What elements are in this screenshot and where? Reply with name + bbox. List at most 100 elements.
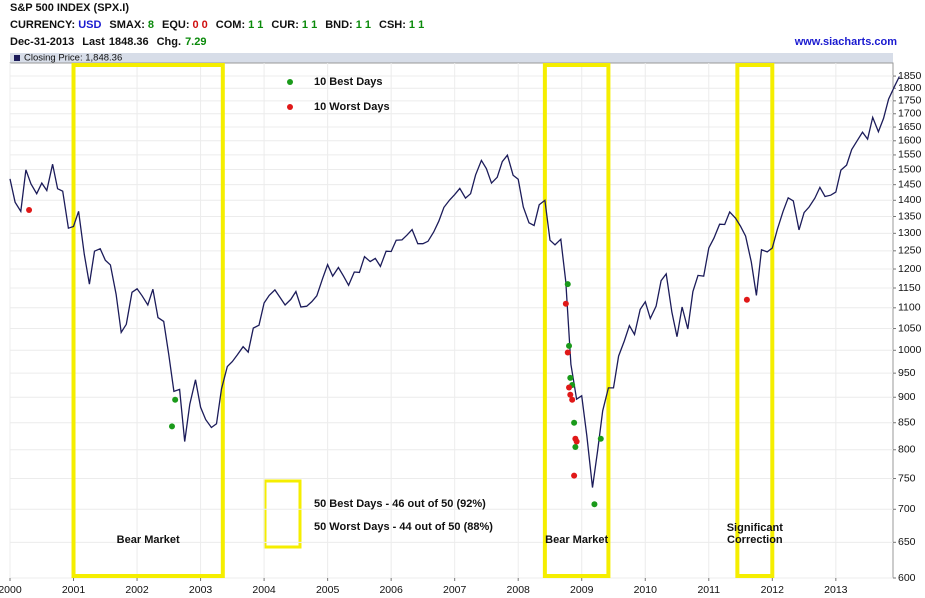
chg: 7.29: [185, 36, 206, 48]
chg-label: Chg.: [157, 36, 181, 48]
note: 50 Worst Days - 44 out of 50 (88%): [314, 521, 493, 533]
y-tick-label: 1250: [898, 245, 922, 257]
info-label: CUR:: [271, 19, 299, 31]
day-marker: [571, 472, 578, 479]
date: Dec-31-2013: [10, 36, 74, 48]
y-tick-label: 1150: [898, 282, 921, 294]
x-tick-label: 2003: [189, 584, 213, 596]
info-label: COM:: [216, 19, 245, 31]
y-tick-label: 1350: [898, 210, 922, 222]
y-tick-label: 900: [898, 391, 916, 403]
period-label: Bear Market: [545, 534, 608, 546]
y-tick-label: 1050: [898, 322, 922, 334]
x-tick-label: 2002: [125, 584, 149, 596]
y-tick-label: 1000: [898, 344, 922, 356]
day-marker: [591, 501, 598, 508]
x-tick-label: 2004: [252, 584, 276, 596]
info-value: 1 1: [356, 19, 371, 31]
x-tick-label: 2010: [634, 584, 658, 596]
y-tick-label: 1400: [898, 194, 922, 206]
x-tick-label: 2009: [570, 584, 594, 596]
period-box: [735, 63, 775, 578]
y-tick-label: 1600: [898, 135, 922, 147]
source: www.siacharts.com: [794, 36, 898, 48]
day-marker: [168, 423, 175, 430]
x-tick-label: 2011: [697, 584, 720, 596]
period-box: [542, 63, 611, 578]
day-marker: [566, 342, 573, 349]
legend-label: Closing Price: 1,848.36: [24, 53, 122, 64]
y-tick-label: 1850: [898, 70, 922, 82]
x-tick-label: 2001: [62, 584, 86, 596]
x-tick-label: 2006: [379, 584, 403, 596]
y-tick-label: 850: [898, 417, 916, 429]
info-label: CURRENCY:: [10, 19, 75, 31]
day-marker: [571, 419, 578, 426]
y-tick-label: 1800: [898, 82, 922, 94]
x-tick-label: 2005: [316, 584, 340, 596]
legend-swatch: [14, 55, 20, 61]
legend-bar: [10, 53, 893, 63]
info-label: BND:: [325, 19, 353, 31]
price-line: [9, 76, 900, 488]
y-tick-label: 600: [898, 572, 916, 584]
y-tick-label: 650: [898, 536, 916, 548]
day-marker: [567, 391, 574, 398]
x-tick-label: 2000: [0, 584, 22, 596]
day-marker: [564, 349, 571, 356]
y-tick-label: 950: [898, 367, 916, 379]
info-value: 0 0: [193, 19, 208, 31]
day-marker: [597, 435, 604, 442]
legend-label: 10 Worst Days: [314, 101, 390, 113]
y-tick-label: 700: [898, 503, 916, 515]
y-tick-label: 1500: [898, 163, 922, 175]
y-tick-label: 1650: [898, 121, 922, 133]
period-label: Significant: [727, 522, 784, 534]
period-label: Bear Market: [117, 534, 180, 546]
day-marker: [566, 384, 573, 391]
info-value: 1 1: [302, 19, 317, 31]
day-marker: [562, 300, 569, 307]
info-value: 1 1: [248, 19, 263, 31]
day-marker: [572, 443, 579, 450]
x-tick-label: 2008: [507, 584, 531, 596]
last: 1848.36: [109, 36, 149, 48]
info-value: 1 1: [409, 19, 424, 31]
legend-marker: [287, 104, 293, 110]
y-tick-label: 1550: [898, 149, 922, 161]
y-tick-label: 1700: [898, 108, 922, 120]
status-line: Dec-31-2013 Last 1848.36 Chg. 7.29: [10, 36, 206, 48]
legend-marker: [287, 79, 293, 85]
day-marker: [573, 438, 580, 445]
day-marker: [26, 206, 33, 213]
info-label: SMAX:: [109, 19, 144, 31]
info-label: EQU:: [162, 19, 190, 31]
y-tick-label: 1450: [898, 178, 922, 190]
y-tick-label: 750: [898, 472, 916, 484]
y-tick-label: 1200: [898, 263, 922, 275]
day-marker: [172, 396, 179, 403]
note-box: [263, 479, 302, 549]
legend-label: 10 Best Days: [314, 76, 383, 88]
y-tick-label: 1100: [898, 302, 921, 314]
y-tick-label: 800: [898, 444, 916, 456]
x-tick-label: 2007: [443, 584, 467, 596]
day-marker: [564, 281, 571, 288]
period-label: Correction: [727, 534, 783, 546]
y-tick-label: 1300: [898, 227, 922, 239]
note: 50 Best Days - 46 out of 50 (92%): [314, 498, 486, 510]
chart-title: S&P 500 INDEX (SPX.I): [10, 2, 129, 14]
info-label: CSH:: [379, 19, 406, 31]
day-marker: [567, 374, 574, 381]
period-box: [71, 63, 225, 578]
info-value: USD: [78, 19, 101, 31]
last-label: Last: [82, 36, 105, 48]
day-marker: [569, 396, 576, 403]
y-tick-label: 1750: [898, 95, 922, 107]
x-tick-label: 2013: [824, 584, 848, 596]
x-tick-label: 2012: [761, 584, 785, 596]
info-value: 8: [148, 19, 154, 31]
